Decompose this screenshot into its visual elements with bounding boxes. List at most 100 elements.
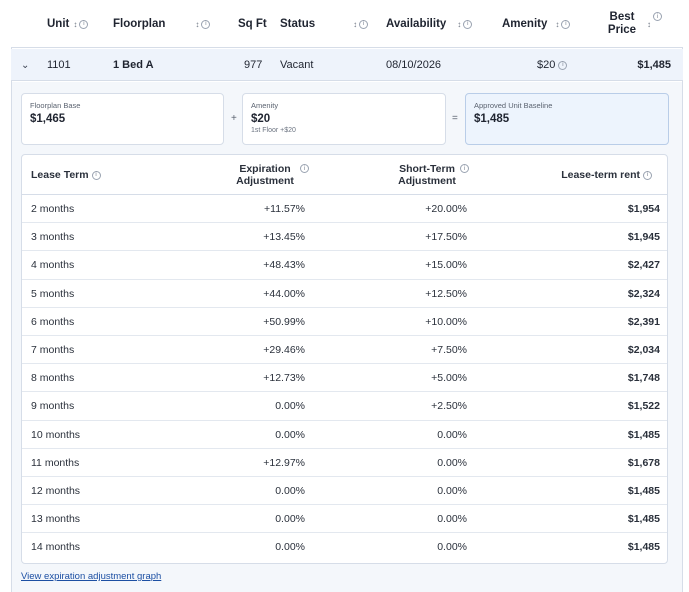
amenity-label: Amenity xyxy=(251,101,279,110)
lease-term: 8 months xyxy=(31,372,75,385)
best-price-controls: ↕ xyxy=(643,0,651,48)
lease-term: 3 months xyxy=(31,231,75,244)
approved-baseline-value: $1,485 xyxy=(474,113,510,125)
unit-row[interactable]: ⌄ 1101 1 Bed A 977 Vacant 08/10/2026 $20… xyxy=(11,49,683,81)
lease-term: 7 months xyxy=(31,344,75,356)
column-header-unit[interactable]: Unit ↕ i xyxy=(47,0,89,48)
column-header-sqft[interactable]: Sq Ft xyxy=(238,0,267,48)
column-header-availability[interactable]: Availability ↕ i xyxy=(386,0,473,48)
sort-icon[interactable]: ↕ xyxy=(195,19,199,29)
sort-icon[interactable]: ↕ xyxy=(457,19,461,29)
column-header-floorplan[interactable]: Floorplan ↕ i xyxy=(113,0,211,48)
approved-baseline-card: Approved Unit Baseline $1,485 xyxy=(465,93,669,145)
info-icon[interactable]: i xyxy=(300,164,309,173)
table-row: 8 months +12.73% +5.00% $1,748 xyxy=(22,364,667,393)
lease-term-rent: $2,324 xyxy=(627,287,660,300)
lease-term: 12 months xyxy=(31,485,81,497)
column-header-label: Unit xyxy=(47,18,70,30)
expiration-adjustment: +12.97% xyxy=(263,456,305,469)
expiration-adjustment: +48.43% xyxy=(263,259,305,272)
lease-term: 10 months xyxy=(31,428,81,441)
column-header-best-price[interactable]: Best Price xyxy=(607,0,637,48)
expiration-adjustment: +29.46% xyxy=(263,344,305,356)
table-row: 6 months +50.99% +10.00% $2,391 xyxy=(22,308,667,336)
lease-term-rent: $2,427 xyxy=(627,259,660,272)
info-icon[interactable]: i xyxy=(91,170,101,180)
column-header-label: Availability xyxy=(386,18,447,30)
unit-sqft: 977 xyxy=(244,59,263,71)
sort-icon[interactable]: ↕ xyxy=(555,19,559,29)
info-icon[interactable]: i xyxy=(460,164,469,173)
expiration-adjustment: 0.00% xyxy=(275,541,305,554)
units-table-frame xyxy=(11,0,683,592)
unit-amenity: $20 i xyxy=(537,49,568,81)
lease-term-rent: $1,485 xyxy=(627,428,660,441)
short-term-adjustment: +12.50% xyxy=(425,287,467,300)
table-header: Unit ↕ i Floorplan ↕ i Sq Ft Status ↕ i … xyxy=(11,0,683,48)
view-expiration-graph-link[interactable]: View expiration adjustment graph xyxy=(21,571,162,582)
unit-status: Vacant xyxy=(280,59,314,71)
lease-term-rent-header-label: Lease-term rent xyxy=(561,169,640,181)
lease-term-rent: $2,034 xyxy=(627,344,660,356)
amenity-detail: 1st Floor +$20 xyxy=(251,127,296,134)
expiration-adjustment: +12.73% xyxy=(263,372,305,385)
short-term-adjustment: +7.50% xyxy=(431,344,467,356)
short-term-adjustment: +2.50% xyxy=(431,400,467,413)
info-icon[interactable]: i xyxy=(463,19,473,29)
lease-term-rent: $1,522 xyxy=(627,400,660,413)
column-header-label: Floorplan xyxy=(113,18,166,30)
lease-term-rent: $1,945 xyxy=(627,231,660,244)
approved-baseline-label: Approved Unit Baseline xyxy=(474,101,553,110)
lease-term: 6 months xyxy=(31,315,75,328)
sort-icon[interactable]: ↕ xyxy=(353,19,357,29)
expiration-adjustment: +13.45% xyxy=(263,231,305,244)
info-icon[interactable]: i xyxy=(643,170,652,180)
info-icon[interactable]: i xyxy=(653,12,662,21)
info-icon[interactable]: i xyxy=(558,60,568,70)
info-icon[interactable]: i xyxy=(561,19,571,29)
unit-number: 1101 xyxy=(47,59,71,71)
unit-availability: 08/10/2026 xyxy=(386,59,442,71)
short-term-adjustment: 0.00% xyxy=(437,541,467,554)
info-icon[interactable]: i xyxy=(79,19,89,29)
table-row: 5 months +44.00% +12.50% $2,324 xyxy=(22,280,667,308)
short-term-adjustment: 0.00% xyxy=(437,428,467,441)
unit-amenity-value: $20 xyxy=(537,59,556,71)
table-row: 12 months 0.00% 0.00% $1,485 xyxy=(22,477,667,506)
lease-term: 14 months xyxy=(31,541,81,554)
column-header-amenity[interactable]: Amenity ↕ i xyxy=(502,0,571,48)
lease-term-rent-header: Lease-term rent i xyxy=(561,155,652,195)
short-term-adjustment: 0.00% xyxy=(437,485,467,497)
short-term-adjustment: 0.00% xyxy=(437,456,467,469)
plus-sign: + xyxy=(231,113,237,124)
expiration-adjustment: +50.99% xyxy=(263,315,305,328)
info-icon[interactable]: i xyxy=(201,19,211,29)
amenity-card: Amenity $20 1st Floor +$20 xyxy=(242,93,446,145)
lease-term-rent: $1,748 xyxy=(627,372,660,385)
column-header-status[interactable]: Status ↕ i xyxy=(280,0,369,48)
chevron-down-icon[interactable]: ⌄ xyxy=(21,59,30,71)
expiration-adjustment: 0.00% xyxy=(275,428,305,441)
table-row: 11 months +12.97% 0.00% $1,678 xyxy=(22,449,667,477)
short-term-adjustment: +5.00% xyxy=(431,372,467,385)
lease-term-header: Lease Term i xyxy=(31,155,101,195)
lease-term: 5 months xyxy=(31,287,75,300)
table-row: 9 months 0.00% +2.50% $1,522 xyxy=(22,392,667,421)
floorplan-base-value: $1,465 xyxy=(30,113,66,125)
short-term-adjustment: +20.00% xyxy=(425,203,467,215)
lease-term-rent: $2,391 xyxy=(627,315,660,328)
floorplan-base-card: Floorplan Base $1,465 xyxy=(21,93,224,145)
sort-icon[interactable]: ↕ xyxy=(73,19,77,29)
table-row: 13 months 0.00% 0.00% $1,485 xyxy=(22,505,667,534)
lease-term-rent: $1,485 xyxy=(627,513,660,526)
sort-icon[interactable]: ↕ xyxy=(647,19,651,29)
lease-term-rent: $1,485 xyxy=(627,541,660,554)
table-row: 2 months +11.57% +20.00% $1,954 xyxy=(22,195,667,224)
equals-sign: = xyxy=(452,113,458,124)
lease-term-rent: $1,678 xyxy=(627,456,660,469)
table-row: 14 months 0.00% 0.00% $1,485 xyxy=(22,533,667,561)
expiration-adjustment: +44.00% xyxy=(263,287,305,300)
lease-term: 4 months xyxy=(31,259,75,272)
info-icon[interactable]: i xyxy=(359,19,369,29)
short-term-adjustment: +10.00% xyxy=(425,315,467,328)
